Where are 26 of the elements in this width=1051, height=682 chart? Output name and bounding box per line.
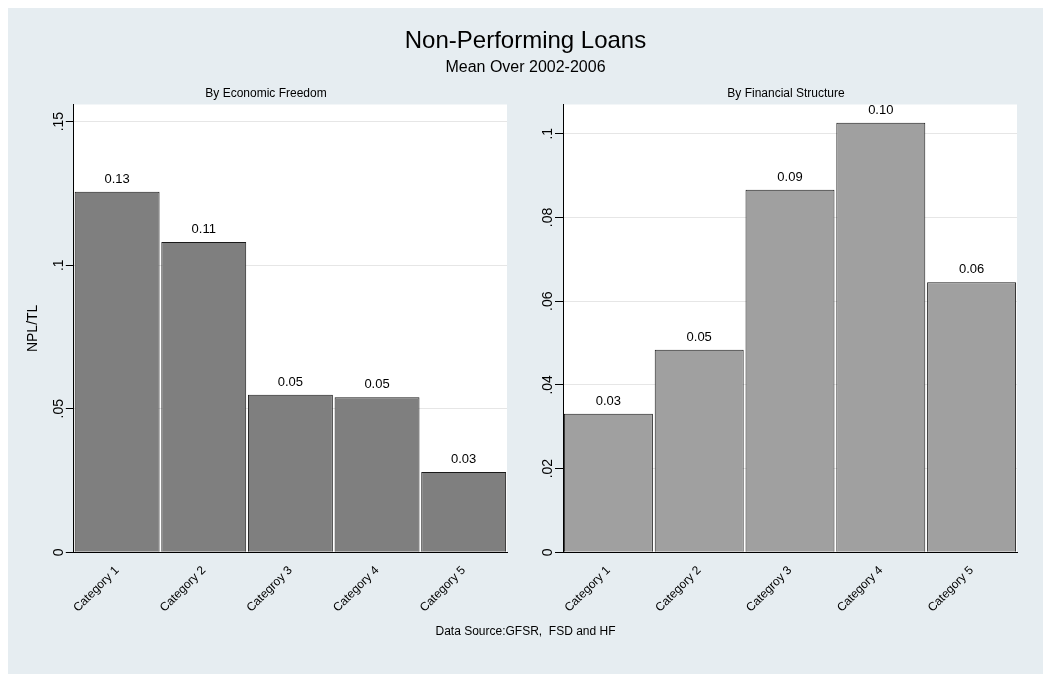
y-tick-label: .08: [538, 207, 555, 228]
data-label: 0.06: [958, 261, 984, 277]
text: Non-Performing Loans: [403, 25, 648, 54]
data-label: 0.05: [363, 376, 390, 392]
data-label: 0.10: [867, 101, 893, 117]
data-label: 0.11: [191, 221, 216, 237]
y-tick-label: .1: [49, 259, 66, 272]
y-axis-title: NPL/TL: [23, 304, 40, 353]
y-tick-label: 0: [49, 548, 66, 557]
chart-title: By Economic Freedom: [204, 85, 327, 100]
data-label: 0.03: [450, 450, 476, 466]
data-label: 0.05: [277, 373, 303, 389]
y-tick-label: .15: [49, 111, 66, 132]
y-tick-label: .02: [538, 458, 555, 479]
y-tick-label: .05: [49, 398, 66, 419]
text: Mean Over 2002-2006: [444, 58, 607, 76]
data-label: 0.13: [103, 170, 130, 186]
data-label: 0.05: [686, 328, 712, 344]
y-tick-label: .06: [538, 291, 555, 311]
source-note: Data Source:GFSR, FSD and HF: [434, 624, 617, 638]
y-tick-label: .1: [538, 127, 555, 140]
y-tick-label: 0: [538, 548, 555, 557]
data-label: 0.03: [595, 392, 621, 408]
data-label: 0.09: [776, 168, 803, 184]
y-tick-label: .04: [538, 374, 555, 395]
chart-title: By Financial Structure: [726, 85, 845, 100]
